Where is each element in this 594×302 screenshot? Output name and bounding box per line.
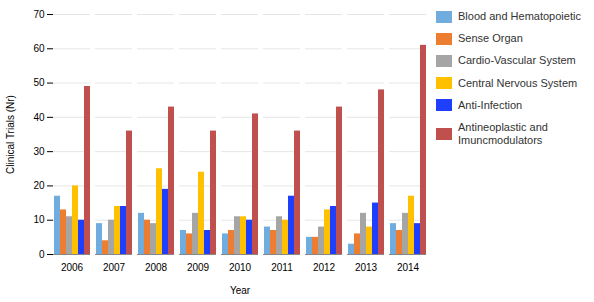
svg-text:20: 20	[33, 180, 45, 191]
html-text:Antineoplastic and Imuncmodula: Antineoplastic and Imuncmodulators	[458, 120, 548, 147]
svg-text:60: 60	[33, 43, 45, 54]
html-text:Anti-Infection: Anti-Infection	[458, 98, 523, 111]
svg-text:2011: 2011	[271, 262, 293, 273]
svg-text:2013: 2013	[355, 262, 378, 273]
svg-text:30: 30	[33, 146, 45, 157]
svg-text:50: 50	[33, 77, 45, 88]
html-text:Blood and Hematopoietic: Blood and Hematopoietic	[458, 10, 581, 22]
svg-text:2007: 2007	[103, 262, 126, 273]
svg-text:2009: 2009	[187, 262, 210, 273]
svg-text:2008: 2008	[145, 262, 168, 273]
svg-text:0: 0	[39, 249, 45, 260]
svg-text:70: 70	[33, 9, 45, 20]
svg-text:2006: 2006	[61, 262, 84, 273]
svg-text:2010: 2010	[229, 262, 252, 273]
svg-text:Year: Year	[230, 285, 251, 296]
svg-text:2014: 2014	[397, 262, 420, 273]
svg-text:10: 10	[33, 214, 45, 225]
html-text:Cardio-Vascular System: Cardio-Vascular System	[458, 54, 576, 67]
html-text:Central Nervous System: Central Nervous System	[458, 76, 578, 89]
svg-text:40: 40	[33, 112, 45, 123]
svg-text:2012: 2012	[313, 262, 336, 273]
svg-text:Clinical Trials (Nr): Clinical Trials (Nr)	[5, 95, 16, 174]
html-text:Sense Organ: Sense Organ	[458, 32, 523, 45]
